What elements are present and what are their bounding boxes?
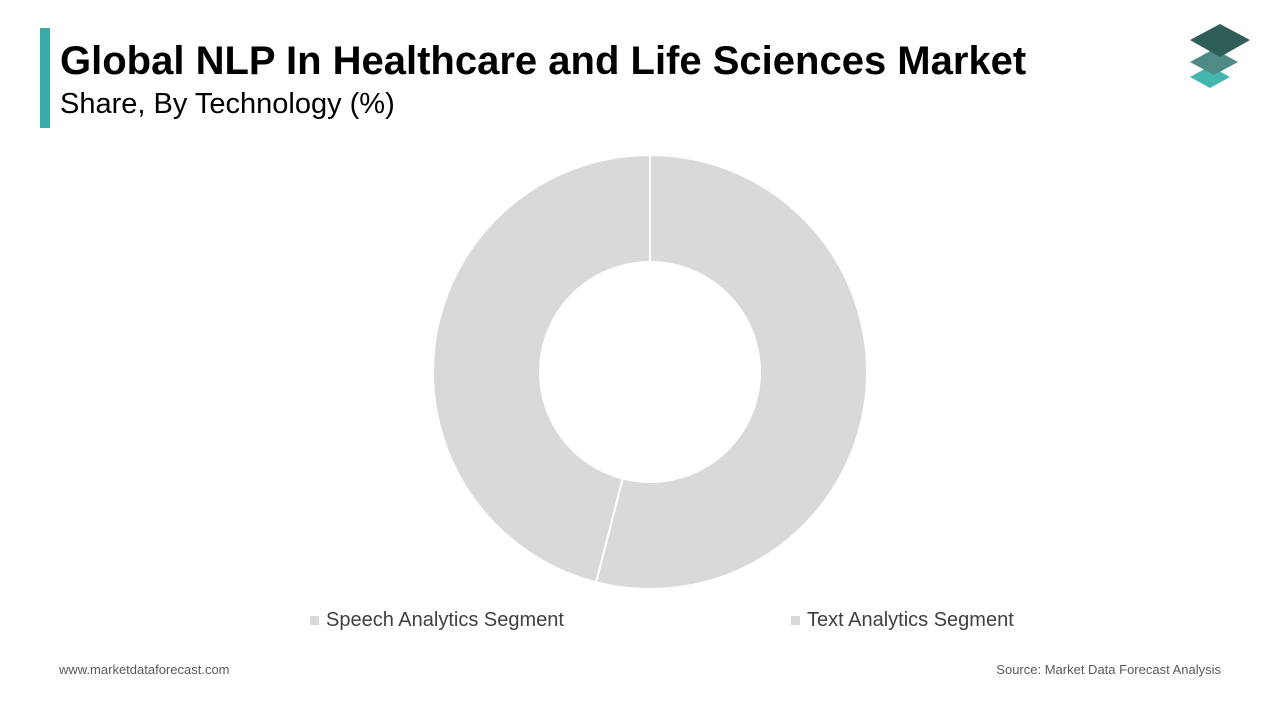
page-subtitle: Share, By Technology (%)	[60, 88, 395, 120]
footer-source: Source: Market Data Forecast Analysis	[996, 662, 1221, 677]
legend-swatch-speech-analytics	[310, 615, 319, 625]
legend-item-speech-analytics: Speech Analytics Segment	[310, 606, 564, 634]
footer-website: www.marketdataforecast.com	[59, 662, 230, 677]
accent-bar	[40, 28, 50, 128]
legend-swatch-text-analytics	[791, 615, 800, 625]
chart-legend: Speech Analytics Segment Text Analytics …	[0, 606, 1280, 636]
donut-slice-speech-analytics-segment	[594, 153, 868, 590]
stacked-layers-icon	[1190, 24, 1250, 88]
legend-item-text-analytics: Text Analytics Segment	[791, 606, 1014, 634]
legend-label-text-analytics: Text Analytics Segment	[807, 609, 1014, 631]
legend-label-speech-analytics: Speech Analytics Segment	[326, 609, 564, 631]
logo-layer-top	[1190, 24, 1250, 57]
page-title: Global NLP In Healthcare and Life Scienc…	[60, 39, 1027, 83]
logo-layer-middle	[1190, 49, 1238, 75]
donut-slice-text-analytics-segment	[432, 153, 651, 584]
